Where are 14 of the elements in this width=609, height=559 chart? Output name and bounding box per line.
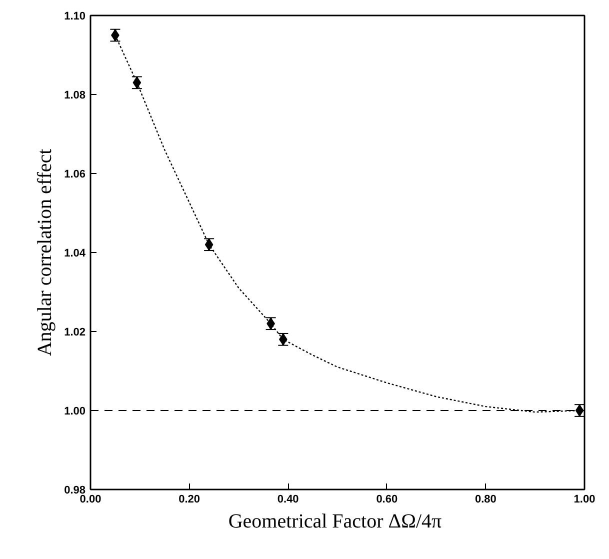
y-tick-label: 1.04 (64, 248, 86, 260)
x-tick-label: 0.40 (277, 494, 299, 506)
y-tick-label: 1.06 (64, 168, 86, 180)
x-tick-label: 0.00 (80, 494, 102, 506)
y-tick-label: 1.02 (64, 326, 86, 338)
y-axis-title: Angular correlation effect (34, 148, 56, 356)
y-tick-label: 1.10 (64, 10, 86, 22)
y-tick-label: 1.08 (64, 90, 86, 102)
y-tick-label: 1.00 (64, 406, 86, 418)
x-tick-label: 1.00 (574, 494, 596, 506)
x-tick-label: 0.20 (178, 494, 200, 506)
x-axis-title: Geometrical Factor ΔΩ/4π (228, 510, 442, 532)
x-tick-label: 0.80 (474, 494, 496, 506)
x-tick-label: 0.60 (376, 494, 398, 506)
